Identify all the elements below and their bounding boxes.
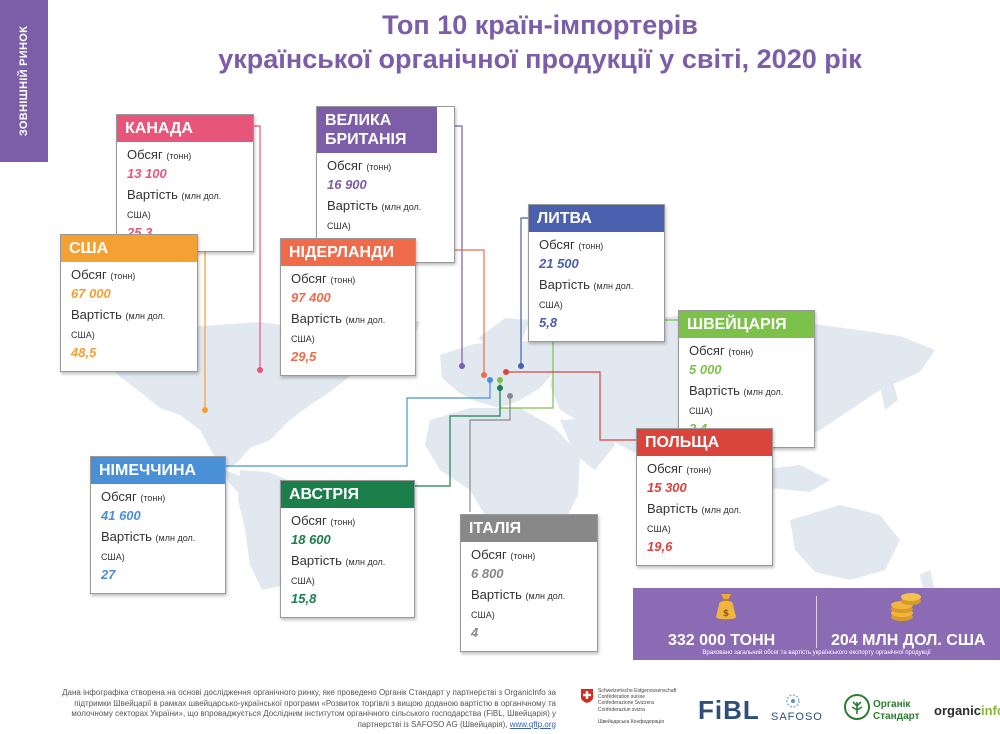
svg-text:$: $	[723, 609, 729, 619]
swiss-flag-icon	[581, 689, 593, 703]
value-value: 19,6	[647, 539, 673, 554]
card-uk-title: ВЕЛИКА БРИТАНІЯ	[317, 107, 437, 153]
card-germany-title: НІМЕЧЧИНА	[91, 457, 225, 484]
dot-canada	[257, 367, 263, 373]
value-value: 29,5	[291, 349, 317, 364]
volume-value: 13 100	[127, 166, 167, 181]
dot-uk	[459, 363, 465, 369]
swiss-confederation-logo: Schweizerische Eidgenossenschaft Confédé…	[598, 688, 677, 725]
page-title: Топ 10 країн-імпортерів української орга…	[180, 8, 900, 76]
footer-text: Дана інфографіка створена на основі досл…	[62, 688, 556, 729]
volume-label: Обсяг (тонн)	[291, 513, 356, 528]
safoso-logo: SAFOSO	[771, 711, 823, 723]
title-line-2: української органічної продукції у світі…	[218, 44, 862, 74]
value-label: Вартість (млн дол. США)	[127, 187, 222, 220]
dot-germany	[487, 377, 493, 383]
card-germany: НІМЕЧЧИНА Обсяг (тонн) 41 600 Вартість (…	[90, 456, 226, 594]
volume-label: Обсяг (тонн)	[327, 158, 392, 173]
value-label: Вартість (млн дол. США)	[689, 383, 784, 416]
volume-value: 41 600	[101, 508, 141, 523]
dot-italy	[507, 393, 513, 399]
card-canada: КАНАДА Обсяг (тонн) 13 100 Вартість (млн…	[116, 114, 254, 252]
dot-lithuania	[518, 363, 524, 369]
footer-link[interactable]: www.qftp.org	[509, 719, 556, 729]
value-label: Вартість (млн дол. США)	[101, 529, 196, 562]
volume-label: Обсяг (тонн)	[647, 461, 712, 476]
volume-label: Обсяг (тонн)	[71, 267, 136, 282]
connector-germany	[226, 380, 491, 467]
fibl-logo: FiBL	[698, 695, 760, 725]
card-austria-title: АВСТРІЯ	[281, 481, 414, 508]
section-tab: ЗОВНІШНІЙ РИНОК	[0, 0, 48, 162]
value-value: 15,8	[291, 591, 317, 606]
card-usa: США Обсяг (тонн) 67 000 Вартість (млн до…	[60, 234, 198, 372]
volume-value: 18 600	[291, 532, 331, 547]
dot-switzerland	[497, 377, 503, 383]
money-bag-icon: $	[716, 594, 736, 620]
volume-label: Обсяг (тонн)	[127, 147, 192, 162]
value-label: Вартість (млн дол. США)	[471, 587, 566, 620]
dot-usa	[202, 407, 208, 413]
value-value: 27	[101, 567, 116, 582]
volume-label: Обсяг (тонн)	[101, 489, 166, 504]
volume-value: 21 500	[539, 256, 579, 271]
value-label: Вартість (млн дол. США)	[291, 553, 386, 586]
volume-label: Обсяг (тонн)	[471, 547, 536, 562]
value-value: 5,8	[539, 315, 558, 330]
summary-tons: 332 000 ТОНН	[668, 632, 776, 649]
card-netherlands-title: НІДЕРЛАНДИ	[281, 239, 415, 266]
value-label: Вартість (млн дол. США)	[71, 307, 166, 340]
summary-divider	[816, 596, 817, 648]
volume-label: Обсяг (тонн)	[539, 237, 604, 252]
summary-usd: 204 МЛН ДОЛ. США	[831, 632, 986, 649]
volume-label: Обсяг (тонн)	[291, 271, 356, 286]
coins-icon	[891, 593, 921, 621]
country-dots	[202, 363, 524, 413]
volume-value: 16 900	[327, 177, 367, 192]
footer-description: Дана інфографіка створена на основі досл…	[44, 688, 556, 730]
card-austria: АВСТРІЯ Обсяг (тонн) 18 600 Вартість (мл…	[280, 480, 415, 618]
organic-standard-logo: Органік Стандарт	[873, 699, 920, 722]
card-poland-title: ПОЛЬЩА	[637, 429, 772, 456]
value-label: Вартість (млн дол. США)	[539, 277, 634, 310]
value-value: 48,5	[71, 345, 97, 360]
connector-lithuania	[520, 217, 528, 366]
card-canada-title: КАНАДА	[117, 115, 253, 142]
summary-panel: $ 332 000 ТОНН 204 МЛН ДОЛ. США Врахован…	[633, 588, 1000, 660]
card-poland: ПОЛЬЩА Обсяг (тонн) 15 300 Вартість (млн…	[636, 428, 773, 566]
safoso-mark-icon	[786, 694, 800, 708]
connector-poland	[506, 371, 636, 441]
volume-value: 97 400	[291, 290, 331, 305]
card-italy-title: ІТАЛІЯ	[461, 515, 597, 542]
card-lithuania-title: ЛИТВА	[529, 205, 664, 232]
value-value: 4	[471, 625, 479, 640]
dot-poland	[503, 369, 509, 375]
card-italy: ІТАЛІЯ Обсяг (тонн) 6 800 Вартість (млн …	[460, 514, 598, 652]
volume-value: 5 000	[689, 362, 722, 377]
connector-italy	[469, 396, 511, 512]
volume-value: 15 300	[647, 480, 687, 495]
value-label: Вартість (млн дол. США)	[647, 501, 742, 534]
connector-canada	[254, 125, 261, 370]
card-lithuania: ЛИТВА Обсяг (тонн) 21 500 Вартість (млн …	[528, 204, 665, 342]
volume-value: 67 000	[71, 286, 111, 301]
dot-austria	[497, 385, 503, 391]
organic-standard-icon	[844, 694, 870, 720]
value-label: Вартість (млн дол. США)	[327, 198, 422, 231]
dot-netherlands	[481, 372, 487, 378]
card-usa-title: США	[61, 235, 197, 262]
card-netherlands: НІДЕРЛАНДИ Обсяг (тонн) 97 400 Вартість …	[280, 238, 416, 376]
connector-austria	[415, 388, 501, 487]
title-line-1: Топ 10 країн-імпортерів	[382, 10, 698, 40]
volume-label: Обсяг (тонн)	[689, 343, 754, 358]
volume-value: 6 800	[471, 566, 504, 581]
card-switzerland-title: ШВЕЙЦАРІЯ	[679, 311, 814, 338]
connector-uk	[455, 125, 463, 366]
organic-info-logo: organicinfo	[934, 703, 1000, 718]
value-label: Вартість (млн дол. США)	[291, 311, 386, 344]
summary-note: Враховано загальний обсяг та вартість ук…	[702, 650, 931, 656]
card-uk: ВЕЛИКА БРИТАНІЯ Обсяг (тонн) 16 900 Варт…	[316, 106, 455, 263]
